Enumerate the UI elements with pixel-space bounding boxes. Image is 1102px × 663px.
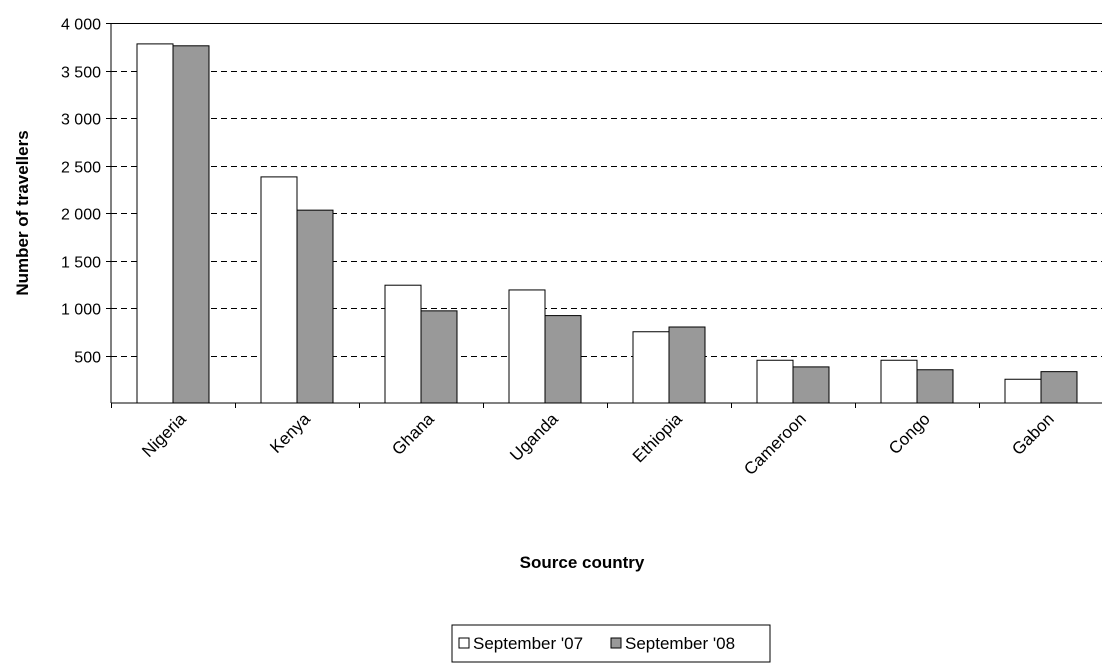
x-tick-label: Cameroon xyxy=(740,409,810,479)
bar-sep07-kenya xyxy=(260,176,298,404)
x-tick-label: Uganda xyxy=(506,409,562,465)
x-tick-label: Ghana xyxy=(388,409,438,459)
bar-sep08-ethiopia xyxy=(668,326,706,404)
y-tick-label: 500 xyxy=(74,350,101,367)
y-axis-title: Number of travellers xyxy=(13,130,32,295)
bar-sep07-uganda xyxy=(508,289,546,404)
y-tick-label: 4 000 xyxy=(61,17,101,34)
x-tick-label: Gabon xyxy=(1008,409,1058,459)
x-tick-label: Ethiopia xyxy=(629,409,686,466)
bars xyxy=(136,43,1078,404)
x-tick-label: Nigeria xyxy=(138,409,190,461)
bar-sep08-uganda xyxy=(544,315,582,404)
bar-sep07-congo xyxy=(880,359,918,404)
x-axis-title: Source country xyxy=(520,553,645,572)
y-tick-label: 1 500 xyxy=(61,255,101,272)
legend-swatch-sep08 xyxy=(610,637,622,649)
y-tick-label: 3 500 xyxy=(61,65,101,82)
bar-sep08-nigeria xyxy=(172,45,210,404)
y-tick-label: 3 000 xyxy=(61,112,101,129)
legend-label-sep07: September '07 xyxy=(473,634,583,653)
y-tick-label: 2 500 xyxy=(61,160,101,177)
x-ticks: Nigeria Kenya Ghana Uganda Ethiopia Cameroon C… xyxy=(111,403,1058,479)
bar-sep08-congo xyxy=(916,369,954,404)
bar-sep07-ethiopia xyxy=(632,331,670,404)
bar-sep08-gabon xyxy=(1040,371,1078,404)
bar-sep08-cameroon xyxy=(792,366,830,404)
bar-sep07-cameroon xyxy=(756,359,794,404)
legend-swatch-sep07 xyxy=(458,637,470,649)
x-tick-label: Kenya xyxy=(266,409,314,457)
y-ticks: 500 1 000 1 500 2 000 2 500 3 000 3 500 4 000 xyxy=(61,17,111,367)
gridlines xyxy=(111,23,1102,357)
x-tick-label: Congo xyxy=(885,409,934,458)
legend: September '07 September '08 xyxy=(451,624,771,663)
bar-sep07-gabon xyxy=(1004,378,1042,404)
bar-sep07-nigeria xyxy=(136,43,174,404)
bar-sep08-ghana xyxy=(420,310,458,404)
bar-sep07-ghana xyxy=(384,284,422,404)
y-tick-label: 1 000 xyxy=(61,302,101,319)
legend-label-sep08: September '08 xyxy=(625,634,735,653)
bar-sep08-kenya xyxy=(296,209,334,404)
y-tick-label: 2 000 xyxy=(61,207,101,224)
